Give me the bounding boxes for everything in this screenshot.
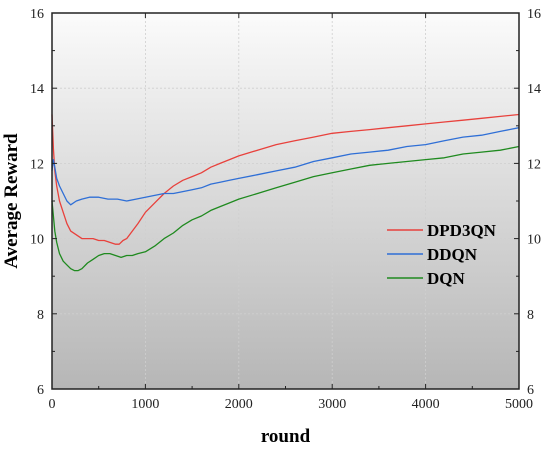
y-tick-label: 12 bbox=[30, 157, 44, 172]
plot-area bbox=[52, 13, 519, 389]
grid-lines bbox=[52, 13, 519, 389]
x-tick-label: 3000 bbox=[318, 397, 346, 412]
x-axis-label: round bbox=[261, 426, 311, 447]
y-tick-label: 16 bbox=[30, 7, 44, 22]
y-tick-label: 14 bbox=[30, 82, 44, 97]
legend-label: DPD3QN bbox=[427, 221, 497, 240]
y-tick-label-right: 6 bbox=[527, 383, 534, 398]
x-tick-label: 4000 bbox=[412, 397, 440, 412]
y-tick-label-right: 16 bbox=[527, 7, 541, 22]
y-tick-label-right: 12 bbox=[527, 157, 541, 172]
y-tick-label: 10 bbox=[30, 233, 44, 248]
x-tick-label: 2000 bbox=[225, 397, 253, 412]
series-line-ddqn bbox=[51, 127, 520, 206]
x-tick-label: 1000 bbox=[131, 397, 159, 412]
y-tick-label-right: 10 bbox=[527, 233, 541, 248]
legend-label: DDQN bbox=[427, 245, 478, 264]
y-axis-label: Average Reward bbox=[1, 133, 22, 269]
series-group bbox=[51, 113, 520, 272]
legend-label: DQN bbox=[427, 269, 466, 288]
y-tick-label-right: 14 bbox=[527, 82, 541, 97]
y-tick-label-right: 8 bbox=[527, 308, 534, 323]
y-tick-label: 6 bbox=[37, 383, 44, 398]
legend: DPD3QN DDQN DQN bbox=[387, 221, 497, 288]
y-tick-label: 8 bbox=[37, 308, 44, 323]
x-tick-label: 0 bbox=[49, 397, 56, 412]
series-line-dqn bbox=[51, 145, 520, 272]
x-tick-label: 5000 bbox=[505, 397, 533, 412]
